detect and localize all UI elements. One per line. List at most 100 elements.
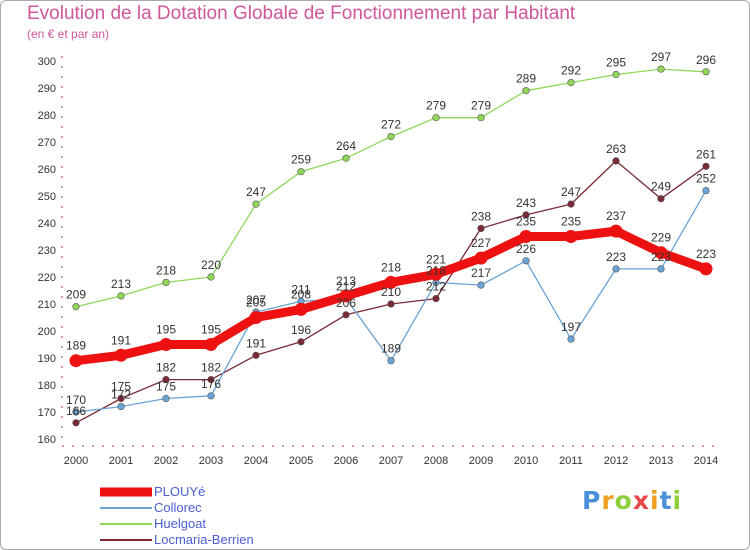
y-tick-label: 270	[38, 137, 56, 149]
data-label: 191	[111, 333, 131, 347]
data-label: 212	[336, 280, 356, 294]
data-point	[114, 348, 128, 362]
data-label: 261	[696, 147, 716, 161]
data-label: 263	[606, 142, 626, 156]
data-point	[522, 211, 530, 219]
data-label: 296	[696, 53, 716, 67]
data-point	[162, 278, 170, 287]
y-tick-label: 230	[38, 245, 56, 257]
data-point	[612, 70, 620, 79]
data-label: 289	[516, 72, 536, 86]
data-label: 295	[606, 56, 626, 70]
x-tick-label: 2011	[559, 455, 583, 467]
y-tick-label: 300	[38, 56, 56, 68]
x-tick-label: 2012	[604, 455, 628, 467]
y-tick-label: 290	[38, 83, 56, 95]
data-label: 218	[156, 263, 176, 277]
x-tick-label: 2013	[649, 455, 673, 467]
data-label: 189	[381, 342, 401, 356]
y-tick-label: 170	[38, 407, 56, 419]
data-label: 223	[651, 250, 671, 264]
data-point	[72, 303, 80, 311]
legend-swatch	[100, 539, 152, 541]
data-label: 249	[651, 180, 671, 194]
data-point	[429, 267, 443, 281]
data-label: 217	[471, 266, 491, 280]
data-label: 223	[606, 250, 626, 264]
data-label: 235	[561, 215, 581, 229]
data-label: 237	[606, 209, 626, 223]
data-label: 182	[201, 361, 221, 375]
legend-swatch	[100, 507, 152, 509]
x-tick-label: 2000	[64, 455, 88, 467]
y-tick-label: 160	[38, 434, 56, 446]
chart-axes: 160 170 180 190 200 210 220 230 240 250 260 270 280 2…	[38, 56, 718, 467]
data-label: 206	[336, 296, 356, 310]
data-point	[387, 357, 395, 365]
data-point	[252, 200, 260, 208]
data-point	[657, 65, 665, 73]
data-point	[72, 419, 80, 427]
data-label: 212	[426, 280, 446, 294]
data-point	[387, 133, 395, 141]
logo-letter: P	[582, 486, 602, 515]
y-tick-label: 190	[38, 353, 56, 365]
data-point	[654, 246, 668, 260]
data-label: 195	[156, 323, 176, 337]
data-label: 223	[696, 247, 716, 261]
logo-letter: t	[659, 486, 673, 515]
data-point	[609, 224, 623, 238]
data-point	[612, 157, 620, 165]
series-layer	[69, 65, 713, 427]
data-label: 208	[291, 287, 311, 301]
data-labels-layer: 209 213 218 220 247 259 264 272 279 279 289 292 295 2…	[66, 50, 716, 418]
logo-letter: i	[650, 486, 660, 515]
data-label: 191	[246, 336, 266, 350]
legend-label: PLOUYé	[154, 484, 206, 499]
data-point	[702, 68, 710, 76]
x-tick-label: 2002	[154, 455, 178, 467]
data-point	[117, 292, 125, 300]
data-point	[519, 230, 533, 243]
data-label: 210	[381, 285, 401, 299]
data-point	[477, 281, 485, 289]
x-tick-label: 2010	[514, 455, 538, 467]
data-point	[162, 376, 170, 384]
data-label: 229	[651, 231, 671, 245]
data-label: 264	[336, 139, 356, 153]
chart-subtitle: (en € et par an)	[27, 27, 110, 41]
data-label: 166	[66, 404, 86, 418]
y-tick-label: 210	[38, 299, 56, 311]
y-tick-label: 200	[38, 326, 56, 338]
x-tick-label: 2008	[424, 455, 448, 467]
data-label: 243	[516, 196, 536, 210]
data-label: 175	[111, 380, 131, 394]
data-label: 209	[66, 288, 86, 302]
data-label: 196	[291, 323, 311, 337]
data-point	[567, 78, 575, 87]
data-point	[69, 354, 83, 368]
data-point	[159, 338, 173, 351]
data-point	[567, 335, 575, 343]
data-label: 279	[426, 99, 446, 113]
data-label: 226	[516, 242, 536, 256]
data-label: 252	[696, 172, 716, 186]
data-point	[564, 230, 578, 243]
data-point	[522, 257, 530, 265]
logo-letter: x	[632, 486, 650, 515]
y-tick-label: 240	[38, 218, 56, 230]
chart-title: Evolution de la Dotation Globale de Fonc…	[27, 3, 576, 24]
data-label: 205	[246, 296, 266, 310]
data-label: 218	[381, 260, 401, 274]
data-point	[162, 394, 170, 403]
data-point	[252, 351, 260, 359]
logo-letter: o	[614, 486, 633, 515]
data-point	[612, 265, 620, 273]
data-label: 182	[156, 361, 176, 375]
data-point	[432, 114, 440, 122]
data-point	[342, 154, 350, 162]
x-tick-label: 2003	[199, 455, 223, 467]
data-point	[339, 289, 353, 303]
x-tick-label: 2009	[469, 455, 493, 467]
